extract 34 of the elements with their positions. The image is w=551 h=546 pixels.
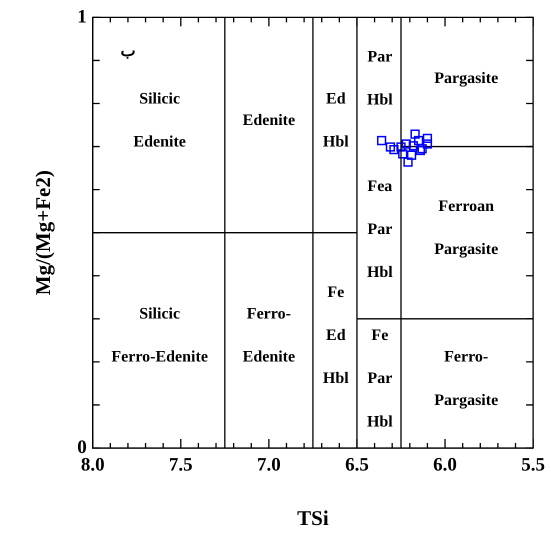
annotation: Par	[367, 370, 392, 388]
annotation: Silicic	[139, 90, 180, 108]
annotation: Pargasite	[434, 70, 498, 88]
x-tick-label: 5.5	[521, 454, 545, 476]
annotation: Par	[367, 48, 392, 66]
annotation: Ferro-Edenite	[111, 348, 208, 366]
annotation: Edenite	[133, 133, 186, 150]
y-axis-title: Mg/(Mg+Fe2)	[31, 170, 56, 296]
annotation: Hbl	[366, 92, 394, 109]
annotation: Fe	[371, 327, 388, 344]
annotation: Fe	[327, 284, 344, 302]
annotation: Ed	[326, 90, 346, 108]
annotation: Pargasite	[434, 241, 498, 258]
annotation: ب	[120, 42, 136, 60]
annotation: Silicic	[139, 306, 180, 323]
x-tick-label: 7.0	[256, 454, 281, 476]
annotation: Ed	[326, 327, 346, 344]
annotation: Hbl	[366, 264, 394, 281]
annotation: Fea	[367, 178, 392, 195]
x-axis-title: TSi	[297, 506, 329, 530]
annotation: Pargasite	[434, 392, 498, 409]
annotation: Hbl	[322, 133, 350, 150]
x-tick-label: 6.0	[433, 454, 457, 476]
annotation: Hbl	[322, 370, 350, 388]
annotation: Edenite	[242, 348, 296, 366]
annotation: Hbl	[366, 413, 394, 430]
y-tick-label: 1	[77, 6, 87, 28]
annotation: Par	[367, 220, 392, 238]
x-tick-label: 6.5	[345, 454, 369, 476]
annotation: Ferro-	[444, 348, 488, 366]
annotation: Ferroan	[438, 198, 494, 216]
annotation: Ferro-	[246, 306, 291, 323]
annotation: Edenite	[242, 112, 296, 129]
x-tick-label: 7.5	[168, 454, 193, 476]
